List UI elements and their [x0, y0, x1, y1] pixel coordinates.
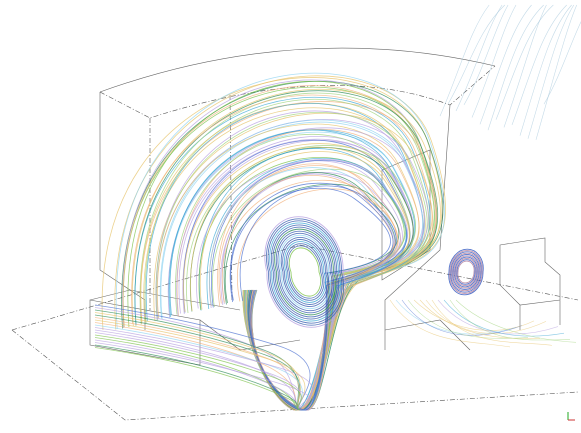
- streamline-visualization: [0, 0, 581, 433]
